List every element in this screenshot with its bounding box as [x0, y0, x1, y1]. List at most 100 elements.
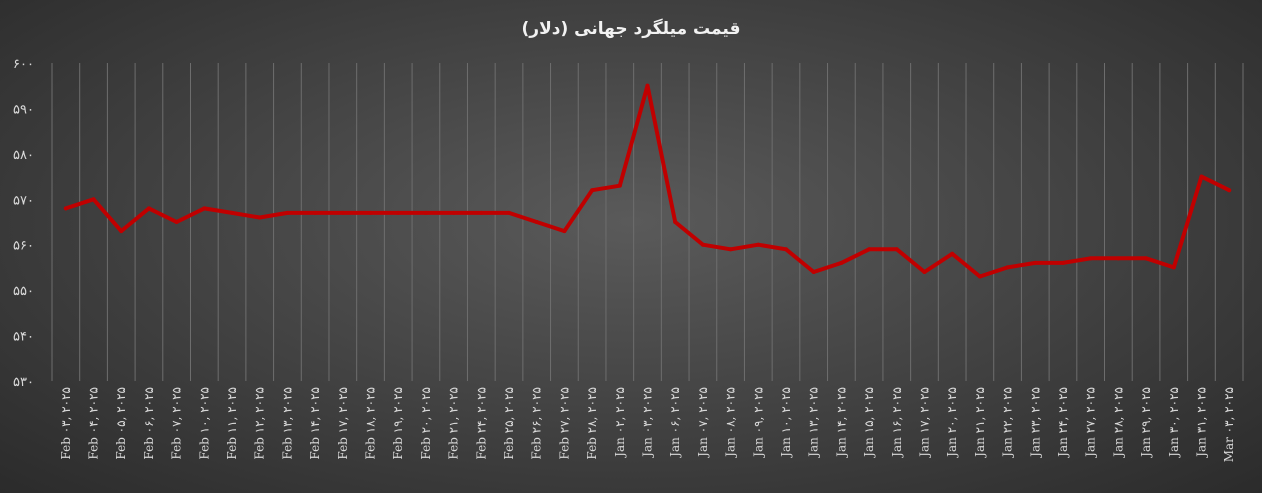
x-tick-label: Feb ۲۰, ۲۰۲۵: [419, 387, 433, 460]
x-tick-label: Jan ۰۹, ۲۰۲۵: [751, 387, 765, 459]
plot-area: [63, 83, 1232, 279]
data-point: [368, 210, 373, 215]
x-tick-label: Jan ۲۳, ۲۰۲۵: [1028, 387, 1042, 459]
data-point: [340, 210, 345, 215]
x-tick-label: Jan ۰۷, ۲۰۲۵: [696, 387, 710, 459]
x-tick-label: Feb ۰۶, ۲۰۲۵: [142, 387, 156, 460]
data-point: [1171, 265, 1176, 270]
x-tick-label: Mar ۰۳, ۲۰۲۵: [1222, 387, 1236, 462]
data-point: [1199, 174, 1204, 179]
y-tick-label: ۵۶۰: [13, 239, 34, 254]
x-tick-label: Jan ۰۶, ۲۰۲۵: [668, 387, 682, 459]
x-tick-label: Feb ۲۴, ۲۰۲۵: [474, 387, 488, 460]
x-tick-label: Feb ۱۳, ۲۰۲۵: [280, 387, 294, 460]
data-point: [1116, 256, 1121, 261]
data-point: [562, 229, 567, 234]
data-point: [839, 260, 844, 265]
data-point: [1144, 256, 1149, 261]
data-point: [922, 269, 927, 274]
data-point: [894, 247, 899, 252]
series-line: [63, 83, 1232, 279]
x-tick-label: Jan ۰۲, ۲۰۲۵: [613, 387, 627, 459]
data-point: [230, 210, 235, 215]
x-tick-label: Jan ۱۳, ۲۰۲۵: [807, 387, 821, 459]
x-tick-label: Feb ۲۶, ۲۰۲۵: [530, 387, 544, 460]
data-point: [700, 242, 705, 247]
y-tick-label: ۵۳۰: [13, 375, 34, 390]
x-tick-label: Jan ۲۹, ۲۰۲۵: [1139, 387, 1153, 459]
data-point: [423, 210, 428, 215]
data-point: [783, 247, 788, 252]
x-tick-label: Jan ۲۷, ۲۰۲۵: [1084, 387, 1098, 459]
x-tick-label: Jan ۳۱, ۲۰۲۵: [1194, 387, 1208, 459]
x-tick-label: Jan ۰۸, ۲۰۲۵: [724, 387, 738, 459]
x-tick-label: Feb ۰۳, ۲۰۲۵: [59, 387, 73, 460]
x-tick-label: Feb ۱۴, ۲۰۲۵: [308, 387, 322, 460]
data-point: [756, 242, 761, 247]
data-point: [1005, 265, 1010, 270]
x-axis: Feb ۰۳, ۲۰۲۵ Feb ۰۴, ۲۰۲۵ Feb ۰۵, ۲۰۲۵ Feb …: [59, 387, 1236, 462]
chart-title: قیمت میلگرد جهانی (دلار): [522, 18, 741, 39]
data-point: [507, 210, 512, 215]
x-tick-label: Feb ۱۱, ۲۰۲۵: [225, 387, 239, 460]
data-point: [811, 269, 816, 274]
x-tick-label: Jan ۰۳, ۲۰۲۵: [641, 387, 655, 459]
data-point: [590, 188, 595, 193]
data-point: [673, 220, 678, 224]
x-tick-label: Jan ۲۲, ۲۰۲۵: [1001, 387, 1015, 459]
x-tick-label: Feb ۲۷, ۲۰۲۵: [557, 387, 571, 460]
x-tick-label: Jan ۱۰, ۲۰۲۵: [779, 387, 793, 459]
data-point: [1227, 188, 1232, 193]
y-tick-label: ۶۰۰: [13, 57, 34, 72]
y-tick-label: ۵۷۰: [13, 193, 34, 208]
y-tick-label: ۵۹۰: [13, 102, 34, 117]
data-point: [285, 210, 290, 215]
data-point: [146, 206, 151, 211]
data-point: [257, 215, 262, 220]
data-point: [451, 210, 456, 215]
x-tick-label: Feb ۱۹, ۲۰۲۵: [391, 387, 405, 460]
data-point: [617, 183, 622, 188]
x-tick-label: Feb ۲۱, ۲۰۲۵: [447, 387, 461, 460]
data-point: [479, 210, 484, 215]
data-point: [867, 247, 872, 252]
data-point: [1088, 256, 1093, 261]
x-tick-label: Jan ۱۷, ۲۰۲۵: [917, 387, 931, 459]
grid-lines: [51, 63, 1244, 381]
x-tick-label: Feb ۱۰, ۲۰۲۵: [197, 387, 211, 460]
data-point: [977, 274, 982, 279]
data-point: [396, 210, 401, 215]
x-tick-label: Jan ۲۱, ۲۰۲۵: [973, 387, 987, 459]
x-tick-label: Feb ۰۴, ۲۰۲۵: [87, 387, 101, 460]
x-tick-label: Feb ۱۸, ۲۰۲۵: [364, 387, 378, 460]
x-tick-label: Jan ۱۴, ۲۰۲۵: [834, 387, 848, 459]
data-point: [63, 206, 68, 211]
data-point: [91, 197, 96, 202]
x-tick-label: Jan ۳۰, ۲۰۲۵: [1167, 387, 1181, 459]
data-point: [728, 247, 733, 252]
y-tick-label: ۵۵۰: [13, 284, 34, 299]
x-tick-label: Jan ۲۰, ۲۰۲۵: [945, 387, 959, 459]
x-tick-label: Feb ۲۵, ۲۰۲۵: [502, 387, 516, 460]
data-point: [950, 251, 955, 256]
x-tick-label: Feb ۰۷, ۲۰۲۵: [170, 387, 184, 460]
y-tick-label: ۵۴۰: [13, 330, 34, 345]
y-tick-label: ۵۸۰: [13, 148, 34, 163]
x-tick-label: Jan ۲۸, ۲۰۲۵: [1111, 387, 1125, 459]
data-point: [1060, 260, 1065, 265]
x-tick-label: Jan ۲۴, ۲۰۲۵: [1056, 387, 1070, 459]
y-axis: ۵۳۰ ۵۴۰ ۵۵۰ ۵۶۰ ۵۷۰ ۵۸۰ ۵۹۰ ۶۰۰: [13, 57, 34, 390]
x-tick-label: Feb ۰۵, ۲۰۲۵: [114, 387, 128, 460]
x-tick-label: Feb ۱۲, ۲۰۲۵: [253, 387, 267, 460]
data-point: [1033, 260, 1038, 265]
data-point: [174, 220, 179, 224]
data-point: [645, 83, 650, 88]
data-point: [313, 210, 318, 215]
x-tick-label: Feb ۱۷, ۲۰۲۵: [336, 387, 350, 460]
data-point: [119, 229, 124, 234]
x-tick-label: Jan ۱۵, ۲۰۲۵: [862, 387, 876, 459]
x-tick-label: Jan ۱۶, ۲۰۲۵: [890, 387, 904, 459]
data-point: [534, 220, 539, 224]
data-point: [202, 206, 207, 211]
